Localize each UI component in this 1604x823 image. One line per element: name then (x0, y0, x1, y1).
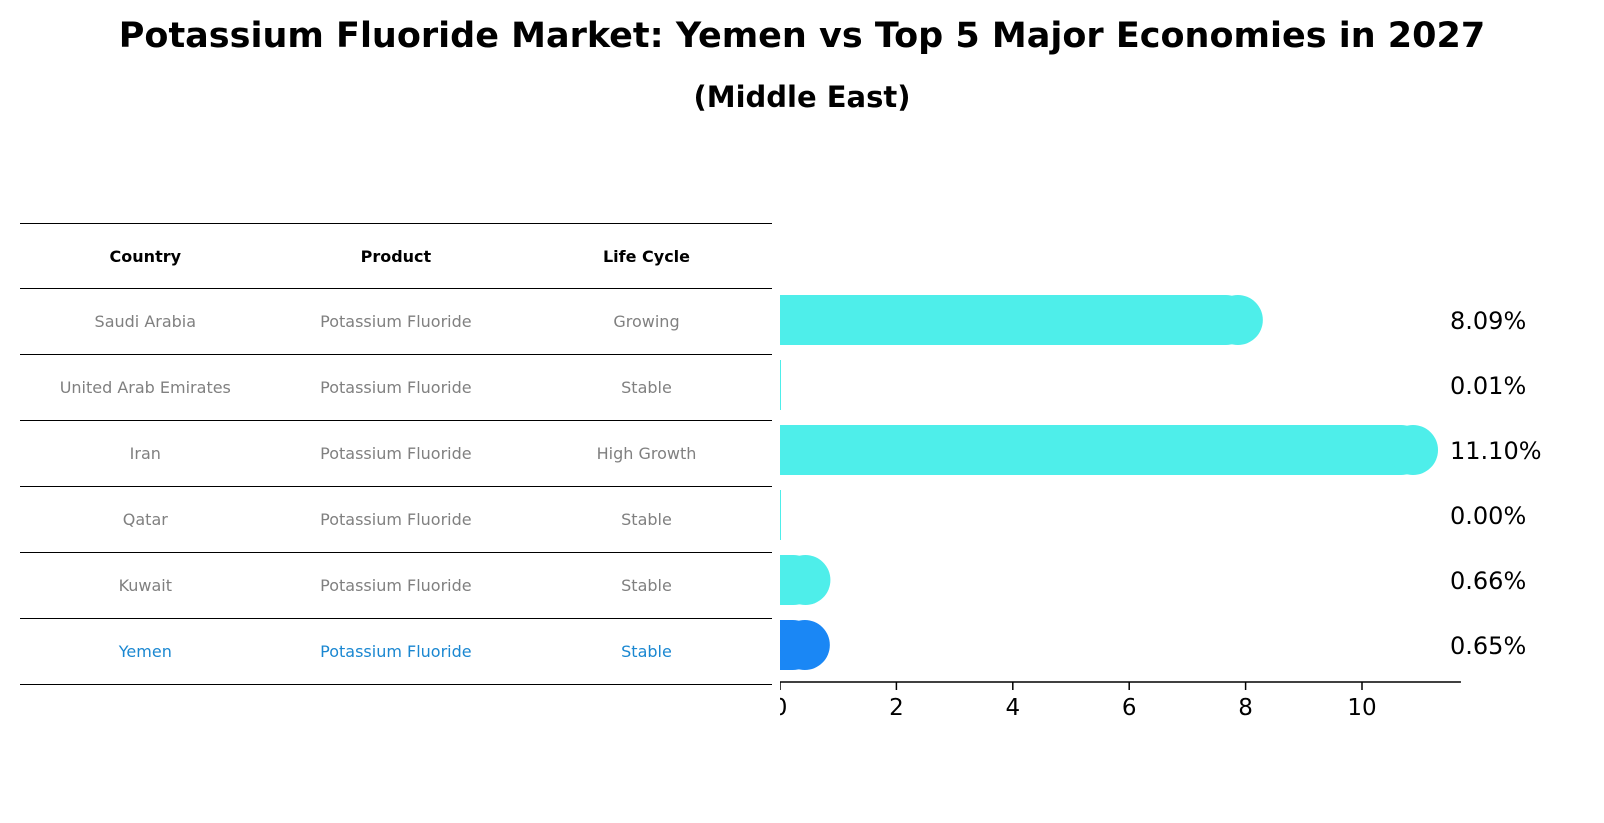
cell-country: Saudi Arabia (94, 312, 197, 331)
bar-chart: 8.09% 0.01% 11.10% 0.00% 0.66% 0.65% 0 2 4 6 8 10 (780, 295, 1542, 721)
cell-life-cycle: High Growth (596, 444, 697, 463)
table-row: Qatar Potassium Fluoride Stable (20, 487, 772, 553)
cell-life-cycle: Growing (613, 312, 680, 331)
data-label: 0.01% (1450, 372, 1526, 400)
table-row: Kuwait Potassium Fluoride Stable (20, 553, 772, 619)
cell-country: Yemen (118, 642, 172, 661)
data-table: Country Product Life Cycle Saudi Arabia … (20, 223, 772, 685)
cell-country: Kuwait (118, 576, 173, 595)
table-row: United Arab Emirates Potassium Fluoride … (20, 355, 772, 421)
data-label: 0.00% (1450, 502, 1526, 530)
data-label: 8.09% (1450, 307, 1526, 335)
cell-life-cycle: Stable (621, 642, 672, 661)
bar-cap (780, 555, 831, 605)
bar-cap (780, 620, 830, 670)
data-label: 0.66% (1450, 567, 1526, 595)
cell-life-cycle: Stable (621, 576, 672, 595)
cell-country: Iran (129, 444, 161, 463)
x-tick-label: 0 (780, 695, 787, 721)
bar (780, 360, 781, 410)
table-header-row: Country Product Life Cycle (20, 223, 772, 289)
bar (780, 425, 1427, 475)
chart-title: Potassium Fluoride Market: Yemen vs Top … (118, 16, 1486, 56)
header-life-cycle: Life Cycle (602, 246, 691, 266)
cell-country: Qatar (122, 510, 168, 529)
header-product: Product (360, 246, 432, 266)
table-row: Saudi Arabia Potassium Fluoride Growing (20, 289, 772, 355)
x-tick-label: 8 (1238, 695, 1253, 721)
x-tick-label: 6 (1122, 695, 1137, 721)
bar-cap (1212, 295, 1263, 345)
cell-product: Potassium Fluoride (320, 312, 472, 331)
x-tick-label: 10 (1347, 695, 1376, 721)
x-tick-label: 2 (889, 695, 904, 721)
bar (780, 490, 781, 540)
cell-product: Potassium Fluoride (320, 378, 472, 397)
table-row-highlight: Yemen Potassium Fluoride Stable (20, 619, 772, 685)
table-row: Iran Potassium Fluoride High Growth (20, 421, 772, 487)
data-label: 11.10% (1450, 437, 1542, 465)
bar-cap (1388, 425, 1439, 475)
chart-subtitle: (Middle East) (693, 80, 911, 114)
cell-product: Potassium Fluoride (320, 444, 472, 463)
bar (780, 295, 1251, 345)
x-tick-label: 4 (1005, 695, 1020, 721)
cell-product: Potassium Fluoride (320, 576, 472, 595)
cell-country: United Arab Emirates (59, 378, 231, 397)
data-label: 0.65% (1450, 632, 1526, 660)
header-country: Country (109, 246, 182, 266)
cell-product: Potassium Fluoride (320, 510, 472, 529)
cell-product: Potassium Fluoride (320, 642, 472, 661)
cell-life-cycle: Stable (621, 378, 672, 397)
cell-life-cycle: Stable (621, 510, 672, 529)
